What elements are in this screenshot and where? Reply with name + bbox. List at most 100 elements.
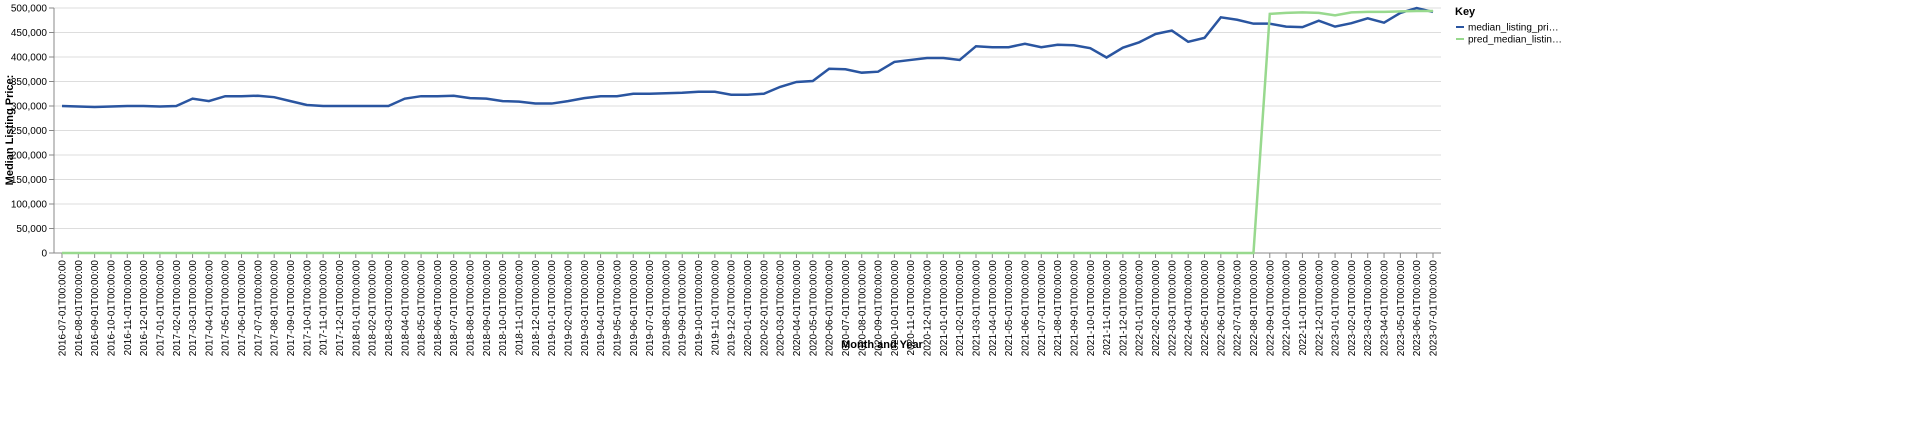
legend-label: pred_median_listin…	[1468, 35, 1562, 46]
x-tick-label: 2017-09-01T00:00:00	[286, 260, 297, 357]
x-tick-label: 2020-06-01T00:00:00	[825, 260, 836, 357]
x-tick-label: 2022-10-01T00:00:00	[1282, 260, 1293, 357]
x-tick-label: 2022-01-01T00:00:00	[1135, 260, 1146, 357]
y-tick-label: 50,000	[16, 224, 47, 235]
x-tick-label: 2016-11-01T00:00:00	[123, 260, 134, 356]
x-tick-label: 2020-04-01T00:00:00	[792, 260, 803, 357]
x-tick-label: 2021-11-01T00:00:00	[1102, 260, 1113, 356]
x-tick-label: 2019-02-01T00:00:00	[563, 260, 574, 357]
x-tick-label: 2019-09-01T00:00:00	[678, 260, 689, 357]
x-tick-label: 2021-08-01T00:00:00	[1053, 260, 1064, 357]
x-tick-label: 2020-07-01T00:00:00	[841, 260, 852, 357]
x-tick-label: 2016-09-01T00:00:00	[90, 260, 101, 357]
x-tick-label: 2021-03-01T00:00:00	[972, 260, 983, 357]
x-tick-label: 2023-02-01T00:00:00	[1347, 260, 1358, 357]
x-tick-label: 2018-01-01T00:00:00	[351, 260, 362, 357]
x-tick-label: 2017-04-01T00:00:00	[204, 260, 215, 357]
x-tick-label: 2019-03-01T00:00:00	[580, 260, 591, 357]
x-tick-label: 2020-01-01T00:00:00	[743, 260, 754, 357]
x-tick-label: 2019-05-01T00:00:00	[612, 260, 623, 357]
x-tick-label: 2018-03-01T00:00:00	[384, 260, 395, 357]
x-tick-label: 2022-09-01T00:00:00	[1265, 260, 1276, 357]
x-tick-label: 2017-05-01T00:00:00	[221, 260, 232, 357]
y-tick-label: 100,000	[11, 200, 48, 211]
y-tick-label: 350,000	[11, 77, 48, 88]
x-tick-label: 2019-08-01T00:00:00	[661, 260, 672, 357]
x-tick-label: 2022-04-01T00:00:00	[1184, 260, 1195, 357]
x-tick-label: 2019-06-01T00:00:00	[629, 260, 640, 357]
x-tick-label: 2017-07-01T00:00:00	[253, 260, 264, 357]
x-tick-label: 2020-08-01T00:00:00	[857, 260, 868, 357]
x-tick-label: 2023-06-01T00:00:00	[1412, 260, 1423, 357]
x-axis-title: Month and Year	[841, 339, 923, 351]
x-tick-label: 2016-12-01T00:00:00	[139, 260, 150, 357]
x-tick-label: 2016-07-01T00:00:00	[58, 260, 69, 357]
x-tick-label: 2018-09-01T00:00:00	[482, 260, 493, 357]
x-tick-label: 2018-05-01T00:00:00	[417, 260, 428, 357]
x-tick-label: 2023-05-01T00:00:00	[1396, 260, 1407, 357]
x-tick-label: 2017-10-01T00:00:00	[302, 260, 313, 357]
x-tick-label: 2018-10-01T00:00:00	[498, 260, 509, 357]
x-tick-label: 2023-01-01T00:00:00	[1331, 260, 1342, 357]
x-tick-label: 2019-11-01T00:00:00	[710, 260, 721, 356]
x-tick-label: 2017-12-01T00:00:00	[335, 260, 346, 357]
x-tick-label: 2022-12-01T00:00:00	[1314, 260, 1325, 357]
x-tick-label: 2018-04-01T00:00:00	[400, 260, 411, 357]
y-tick-label: 500,000	[11, 4, 48, 15]
x-tick-label: 2017-11-01T00:00:00	[319, 260, 330, 356]
x-tick-label: 2022-05-01T00:00:00	[1200, 260, 1211, 357]
x-tick-label: 2018-07-01T00:00:00	[449, 260, 460, 357]
x-tick-label: 2021-02-01T00:00:00	[955, 260, 966, 357]
x-tick-label: 2023-04-01T00:00:00	[1380, 260, 1391, 357]
x-tick-label: 2022-11-01T00:00:00	[1298, 260, 1309, 356]
x-tick-label: 2017-06-01T00:00:00	[237, 260, 248, 357]
x-tick-label: 2019-07-01T00:00:00	[645, 260, 656, 357]
x-tick-label: 2018-08-01T00:00:00	[466, 260, 477, 357]
x-tick-label: 2021-09-01T00:00:00	[1069, 260, 1080, 357]
x-tick-label: 2016-10-01T00:00:00	[106, 260, 117, 357]
x-tick-label: 2016-08-01T00:00:00	[74, 260, 85, 357]
x-tick-label: 2020-11-01T00:00:00	[906, 260, 917, 356]
legend-label: median_listing_pri…	[1468, 23, 1559, 34]
legend-title: Key	[1455, 6, 1476, 18]
x-tick-label: 2020-02-01T00:00:00	[759, 260, 770, 357]
x-tick-label: 2020-12-01T00:00:00	[923, 260, 934, 357]
x-tick-label: 2022-08-01T00:00:00	[1249, 260, 1260, 357]
x-tick-label: 2018-11-01T00:00:00	[515, 260, 526, 356]
x-tick-label: 2018-06-01T00:00:00	[433, 260, 444, 357]
x-tick-label: 2017-03-01T00:00:00	[188, 260, 199, 357]
y-tick-label: 250,000	[11, 126, 48, 137]
x-tick-label: 2021-12-01T00:00:00	[1118, 260, 1129, 357]
y-tick-label: 300,000	[11, 102, 48, 113]
y-tick-label: 450,000	[11, 28, 48, 39]
x-tick-label: 2023-03-01T00:00:00	[1363, 260, 1374, 357]
y-tick-label: 150,000	[11, 175, 48, 186]
x-tick-label: 2019-12-01T00:00:00	[727, 260, 738, 357]
x-tick-label: 2018-12-01T00:00:00	[531, 260, 542, 357]
series-line	[61, 6, 1434, 109]
x-tick-label: 2021-07-01T00:00:00	[1037, 260, 1048, 357]
x-tick-label: 2019-04-01T00:00:00	[596, 260, 607, 357]
x-tick-label: 2021-10-01T00:00:00	[1086, 260, 1097, 357]
x-tick-label: 2021-04-01T00:00:00	[988, 260, 999, 357]
y-tick-label: 0	[41, 249, 47, 260]
x-tick-label: 2019-10-01T00:00:00	[694, 260, 705, 357]
x-tick-label: 2022-06-01T00:00:00	[1216, 260, 1227, 357]
series-line	[62, 9, 1433, 255]
x-tick-label: 2022-07-01T00:00:00	[1233, 260, 1244, 357]
y-tick-label: 200,000	[11, 151, 48, 162]
x-tick-label: 2022-03-01T00:00:00	[1167, 260, 1178, 357]
x-tick-label: 2017-08-01T00:00:00	[270, 260, 281, 357]
y-axis-title: Median Listing Price:	[4, 75, 16, 186]
x-tick-label: 2022-02-01T00:00:00	[1151, 260, 1162, 357]
x-tick-label: 2023-07-01T00:00:00	[1429, 260, 1440, 357]
x-tick-label: 2020-05-01T00:00:00	[808, 260, 819, 357]
x-tick-label: 2020-10-01T00:00:00	[890, 260, 901, 357]
x-tick-label: 2018-02-01T00:00:00	[368, 260, 379, 357]
x-tick-label: 2019-01-01T00:00:00	[547, 260, 558, 357]
x-tick-label: 2021-06-01T00:00:00	[1020, 260, 1031, 357]
y-tick-label: 400,000	[11, 53, 48, 64]
x-tick-label: 2020-03-01T00:00:00	[776, 260, 787, 357]
x-tick-label: 2021-01-01T00:00:00	[939, 260, 950, 357]
